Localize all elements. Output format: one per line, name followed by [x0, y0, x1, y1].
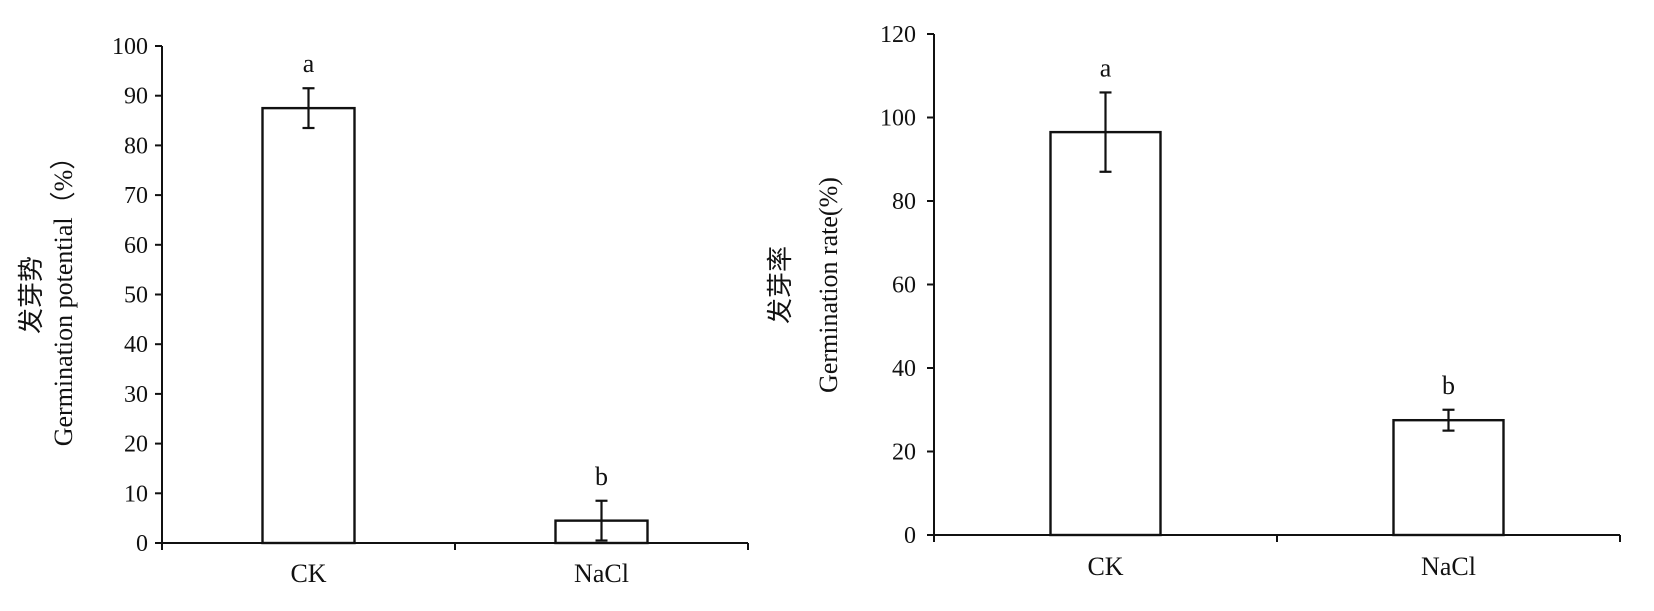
y-tick-label: 70 [124, 183, 148, 209]
y-tick-label: 40 [892, 356, 916, 382]
y-tick-label: 20 [892, 440, 916, 466]
y-tick-label: 30 [124, 382, 148, 408]
y-tick-label: 80 [124, 133, 148, 159]
x-category-label: NaCl [574, 559, 629, 588]
y-tick-label: 0 [136, 531, 148, 557]
x-category-label: CK [290, 559, 326, 588]
y-axis-title-chinese: 发芽势 [17, 256, 46, 334]
significance-letter: a [303, 49, 315, 78]
y-tick-label: 90 [124, 84, 148, 110]
y-tick-label: 80 [892, 189, 916, 215]
significance-letter: a [1100, 53, 1112, 82]
y-axis-title-chinese: 发芽率 [766, 246, 795, 324]
significance-letter: b [1442, 371, 1455, 400]
x-category-label: NaCl [1421, 552, 1476, 581]
y-tick-label: 50 [124, 283, 148, 309]
bar-nacl [1392, 418, 1505, 537]
y-axis-title: Germination potential（%） [49, 144, 78, 447]
y-tick-label: 60 [124, 233, 148, 259]
y-tick-label: 60 [892, 273, 916, 299]
y-tick-label: 0 [904, 523, 916, 549]
y-tick-label: 20 [124, 432, 148, 458]
bar-ck [261, 106, 356, 545]
y-axis-title: Germination rate(%) [814, 177, 843, 393]
y-tick-label: 40 [124, 332, 148, 358]
y-tick-label: 120 [880, 22, 916, 48]
x-category-label: CK [1087, 552, 1123, 581]
bar-ck [1049, 130, 1162, 537]
significance-letter: b [595, 462, 608, 491]
y-tick-label: 100 [880, 106, 916, 132]
y-tick-label: 10 [124, 481, 148, 507]
y-tick-label: 100 [112, 34, 148, 60]
